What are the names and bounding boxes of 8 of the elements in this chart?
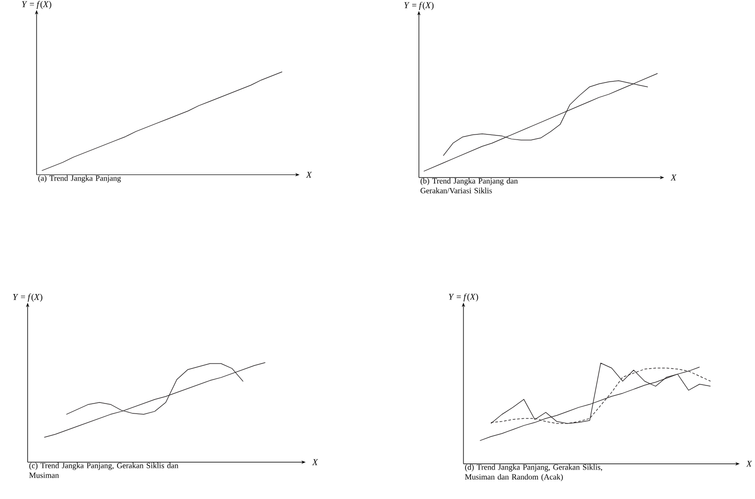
- y-axis-title: Y = f(X): [404, 2, 434, 10]
- y-axis-title: Y = f(X): [13, 294, 42, 302]
- x-axis-title: X: [306, 172, 312, 178]
- x-axis-title: X: [746, 460, 752, 467]
- y-axis-title: Y = f(X): [22, 0, 52, 9]
- y-axis-title: Y = f(X): [448, 293, 478, 302]
- x-axis-title: X: [312, 459, 318, 466]
- x-axis-title: X: [670, 174, 677, 180]
